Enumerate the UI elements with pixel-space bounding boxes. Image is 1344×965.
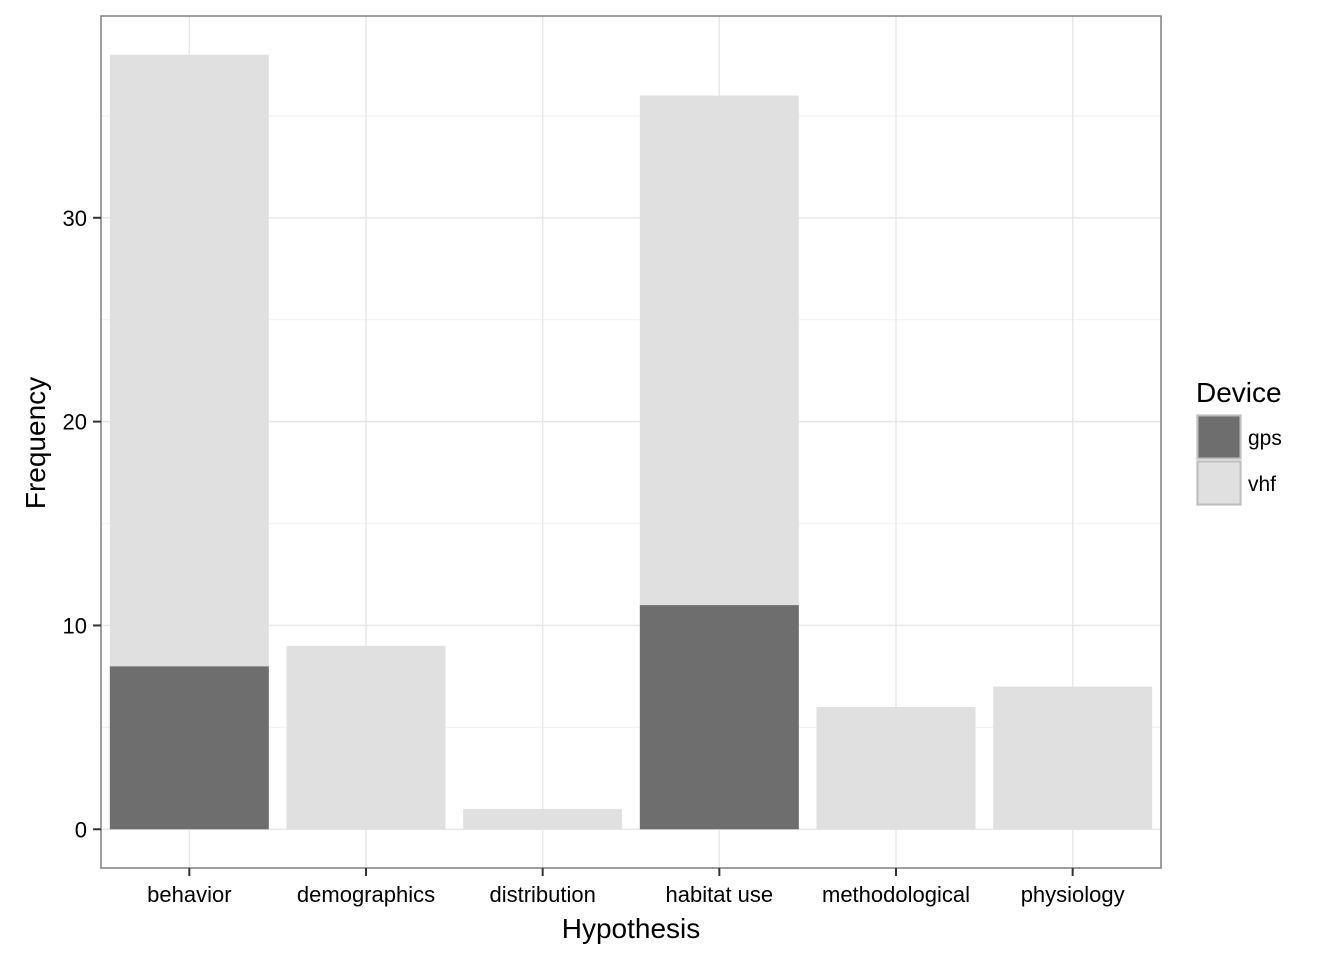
legend-swatch-gps [1196, 414, 1242, 460]
y-tick-label: 0 [75, 817, 87, 842]
bar-vhf-distribution [463, 808, 623, 830]
bar-vhf-demographics [286, 645, 446, 830]
x-tick-label: behavior [147, 882, 231, 907]
legend-label-vhf: vhf [1248, 473, 1276, 496]
x-tick-label: demographics [297, 882, 435, 907]
x-axis-title: Hypothesis [562, 913, 701, 944]
bar-vhf-behavior [109, 54, 269, 667]
y-tick-label: 20 [63, 410, 87, 435]
axes: 0 10 20 30 behavior demographics distribution h… [63, 206, 1125, 907]
bars [109, 54, 1153, 830]
x-tick-label: methodological [822, 882, 970, 907]
bar-gps-habitat-use [639, 605, 799, 830]
bar-vhf-methodological [816, 706, 976, 830]
plot-background [101, 16, 1161, 868]
x-tick-label: physiology [1021, 882, 1125, 907]
bar-vhf-habitat-use [639, 95, 799, 606]
legend-title: Device [1196, 377, 1282, 408]
legend: Device gps vhf [1196, 377, 1282, 506]
bar-gps-behavior [109, 666, 269, 830]
x-tick-label: habitat use [666, 882, 774, 907]
legend-label-gps: gps [1248, 427, 1282, 450]
plot-border [100, 15, 1162, 869]
bar-vhf-physiology [993, 686, 1153, 830]
y-tick-label: 30 [63, 206, 87, 231]
y-axis-title: Frequency [20, 377, 51, 509]
legend-swatch-vhf [1196, 460, 1242, 506]
x-tick-label: distribution [489, 882, 595, 907]
y-tick-label: 10 [63, 613, 87, 638]
